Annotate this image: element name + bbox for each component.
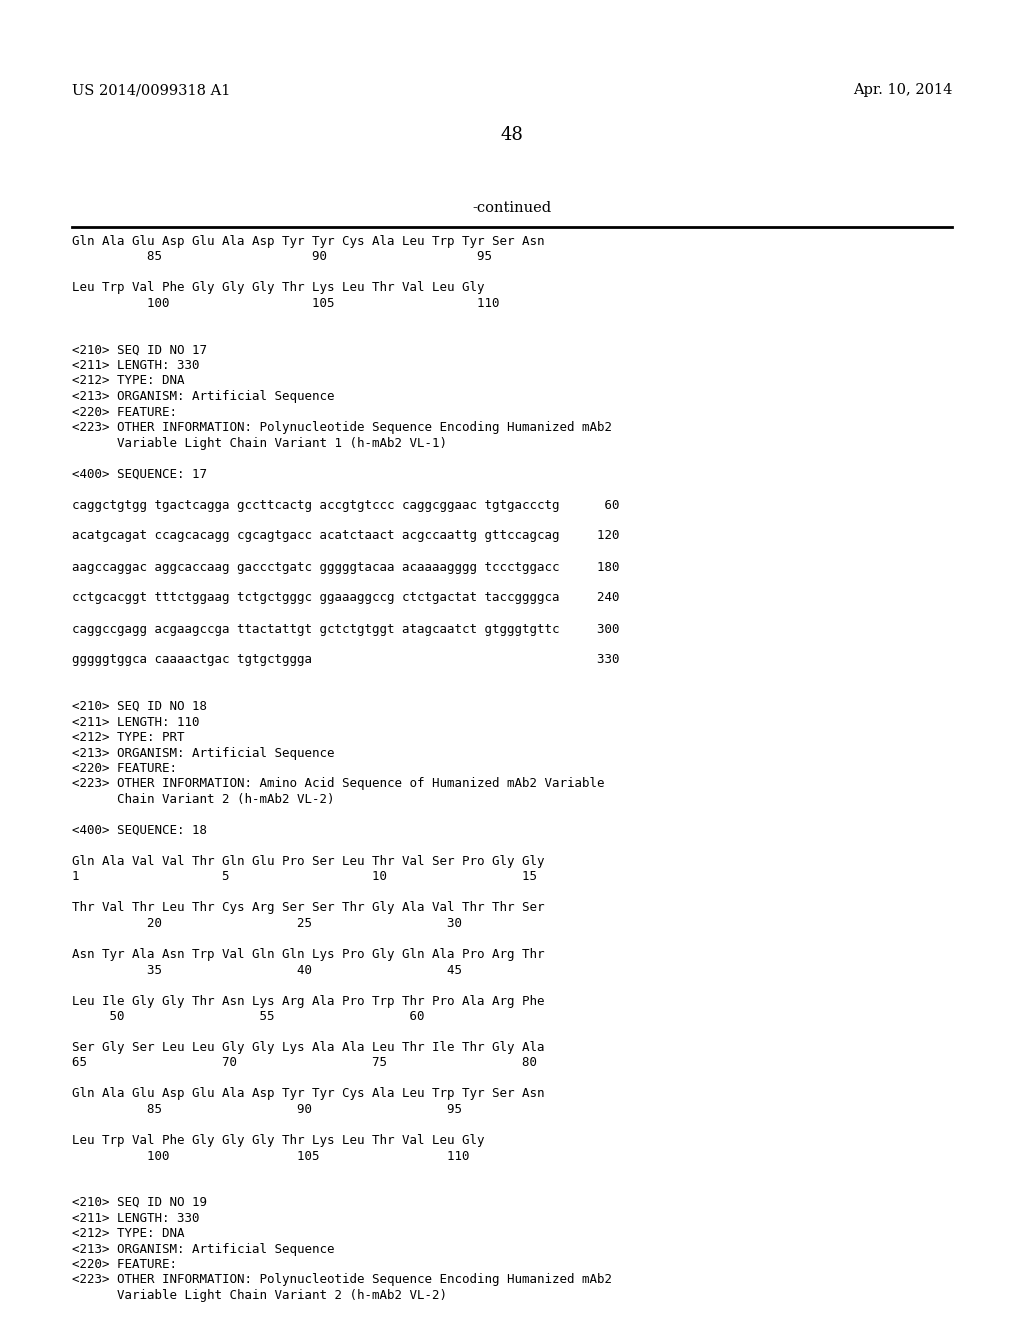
Text: <223> OTHER INFORMATION: Polynucleotide Sequence Encoding Humanized mAb2: <223> OTHER INFORMATION: Polynucleotide … xyxy=(72,421,612,434)
Text: 50                  55                  60: 50 55 60 xyxy=(72,1010,425,1023)
Text: <223> OTHER INFORMATION: Amino Acid Sequence of Humanized mAb2 Variable: <223> OTHER INFORMATION: Amino Acid Sequ… xyxy=(72,777,604,791)
Text: <213> ORGANISM: Artificial Sequence: <213> ORGANISM: Artificial Sequence xyxy=(72,1242,335,1255)
Text: Variable Light Chain Variant 2 (h-mAb2 VL-2): Variable Light Chain Variant 2 (h-mAb2 V… xyxy=(72,1290,447,1302)
Text: <212> TYPE: DNA: <212> TYPE: DNA xyxy=(72,1228,184,1239)
Text: Gln Ala Val Val Thr Gln Glu Pro Ser Leu Thr Val Ser Pro Gly Gly: Gln Ala Val Val Thr Gln Glu Pro Ser Leu … xyxy=(72,855,545,869)
Text: <400> SEQUENCE: 17: <400> SEQUENCE: 17 xyxy=(72,467,207,480)
Text: Leu Trp Val Phe Gly Gly Gly Thr Lys Leu Thr Val Leu Gly: Leu Trp Val Phe Gly Gly Gly Thr Lys Leu … xyxy=(72,281,484,294)
Text: Variable Light Chain Variant 1 (h-mAb2 VL-1): Variable Light Chain Variant 1 (h-mAb2 V… xyxy=(72,437,447,450)
Text: <211> LENGTH: 330: <211> LENGTH: 330 xyxy=(72,1212,200,1225)
Text: cctgcacggt tttctggaag tctgctgggc ggaaaggccg ctctgactat taccggggca     240: cctgcacggt tttctggaag tctgctgggc ggaaagg… xyxy=(72,591,620,605)
Text: acatgcagat ccagcacagg cgcagtgacc acatctaact acgccaattg gttccagcag     120: acatgcagat ccagcacagg cgcagtgacc acatcta… xyxy=(72,529,620,543)
Text: aagccaggac aggcaccaag gaccctgatc gggggtacaa acaaaagggg tccctggacc     180: aagccaggac aggcaccaag gaccctgatc gggggta… xyxy=(72,561,620,573)
Text: <223> OTHER INFORMATION: Polynucleotide Sequence Encoding Humanized mAb2: <223> OTHER INFORMATION: Polynucleotide … xyxy=(72,1274,612,1287)
Text: <211> LENGTH: 110: <211> LENGTH: 110 xyxy=(72,715,200,729)
Text: Chain Variant 2 (h-mAb2 VL-2): Chain Variant 2 (h-mAb2 VL-2) xyxy=(72,793,335,807)
Text: <211> LENGTH: 330: <211> LENGTH: 330 xyxy=(72,359,200,372)
Text: <212> TYPE: PRT: <212> TYPE: PRT xyxy=(72,731,184,744)
Text: 65                  70                  75                  80: 65 70 75 80 xyxy=(72,1056,537,1069)
Text: 85                  90                  95: 85 90 95 xyxy=(72,1104,462,1115)
Text: gggggtggca caaaactgac tgtgctggga                                      330: gggggtggca caaaactgac tgtgctggga 330 xyxy=(72,653,620,667)
Text: Ser Gly Ser Leu Leu Gly Gly Lys Ala Ala Leu Thr Ile Thr Gly Ala: Ser Gly Ser Leu Leu Gly Gly Lys Ala Ala … xyxy=(72,1041,545,1053)
Text: Gln Ala Glu Asp Glu Ala Asp Tyr Tyr Cys Ala Leu Trp Tyr Ser Asn: Gln Ala Glu Asp Glu Ala Asp Tyr Tyr Cys … xyxy=(72,235,545,248)
Text: 100                   105                   110: 100 105 110 xyxy=(72,297,500,310)
Text: Asn Tyr Ala Asn Trp Val Gln Gln Lys Pro Gly Gln Ala Pro Arg Thr: Asn Tyr Ala Asn Trp Val Gln Gln Lys Pro … xyxy=(72,948,545,961)
Text: Gln Ala Glu Asp Glu Ala Asp Tyr Tyr Cys Ala Leu Trp Tyr Ser Asn: Gln Ala Glu Asp Glu Ala Asp Tyr Tyr Cys … xyxy=(72,1088,545,1101)
Text: US 2014/0099318 A1: US 2014/0099318 A1 xyxy=(72,83,230,96)
Text: <213> ORGANISM: Artificial Sequence: <213> ORGANISM: Artificial Sequence xyxy=(72,389,335,403)
Text: 48: 48 xyxy=(501,125,523,144)
Text: Leu Trp Val Phe Gly Gly Gly Thr Lys Leu Thr Val Leu Gly: Leu Trp Val Phe Gly Gly Gly Thr Lys Leu … xyxy=(72,1134,484,1147)
Text: 20                  25                  30: 20 25 30 xyxy=(72,917,462,931)
Text: caggccgagg acgaagccga ttactattgt gctctgtggt atagcaatct gtgggtgttc     300: caggccgagg acgaagccga ttactattgt gctctgt… xyxy=(72,623,620,635)
Text: <400> SEQUENCE: 18: <400> SEQUENCE: 18 xyxy=(72,824,207,837)
Text: <210> SEQ ID NO 17: <210> SEQ ID NO 17 xyxy=(72,343,207,356)
Text: 85                    90                    95: 85 90 95 xyxy=(72,251,492,264)
Text: Thr Val Thr Leu Thr Cys Arg Ser Ser Thr Gly Ala Val Thr Thr Ser: Thr Val Thr Leu Thr Cys Arg Ser Ser Thr … xyxy=(72,902,545,915)
Text: <210> SEQ ID NO 19: <210> SEQ ID NO 19 xyxy=(72,1196,207,1209)
Text: 35                  40                  45: 35 40 45 xyxy=(72,964,462,977)
Text: -continued: -continued xyxy=(472,201,552,215)
Text: <213> ORGANISM: Artificial Sequence: <213> ORGANISM: Artificial Sequence xyxy=(72,747,335,759)
Text: <220> FEATURE:: <220> FEATURE: xyxy=(72,1258,177,1271)
Text: <220> FEATURE:: <220> FEATURE: xyxy=(72,405,177,418)
Text: <210> SEQ ID NO 18: <210> SEQ ID NO 18 xyxy=(72,700,207,713)
Text: <212> TYPE: DNA: <212> TYPE: DNA xyxy=(72,375,184,388)
Text: 100                 105                 110: 100 105 110 xyxy=(72,1150,469,1163)
Text: caggctgtgg tgactcagga gccttcactg accgtgtccc caggcggaac tgtgaccctg      60: caggctgtgg tgactcagga gccttcactg accgtgt… xyxy=(72,499,620,511)
Text: Leu Ile Gly Gly Thr Asn Lys Arg Ala Pro Trp Thr Pro Ala Arg Phe: Leu Ile Gly Gly Thr Asn Lys Arg Ala Pro … xyxy=(72,994,545,1007)
Text: Apr. 10, 2014: Apr. 10, 2014 xyxy=(853,83,952,96)
Text: <220> FEATURE:: <220> FEATURE: xyxy=(72,762,177,775)
Text: 1                   5                   10                  15: 1 5 10 15 xyxy=(72,870,537,883)
